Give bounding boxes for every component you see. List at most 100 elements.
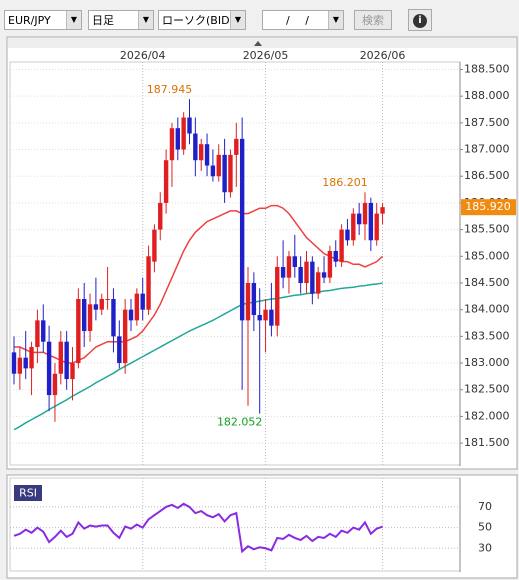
search: 検索 bbox=[362, 14, 384, 27]
candle-body bbox=[152, 229, 157, 262]
candle-body bbox=[52, 373, 58, 396]
y-tick-label: 183.000 bbox=[464, 356, 510, 369]
candle-body bbox=[128, 309, 134, 321]
y-tick-label: 182.000 bbox=[464, 409, 510, 422]
pair-select[interactable]: EUR/JPY ▼ bbox=[4, 10, 82, 30]
kind: ローソク(BID) bbox=[162, 14, 234, 27]
y-tick-label: 187.500 bbox=[464, 116, 510, 129]
candle-body bbox=[368, 202, 374, 241]
candle-body bbox=[374, 213, 379, 241]
candle-body bbox=[11, 352, 17, 374]
candle-body bbox=[321, 272, 327, 278]
period: 日足 bbox=[92, 14, 114, 27]
candle-body bbox=[204, 144, 210, 166]
candle-body bbox=[187, 117, 192, 134]
search-button[interactable]: 検索 bbox=[354, 10, 392, 30]
moving-average bbox=[14, 204, 384, 364]
y-tick-label: 186.000 bbox=[464, 196, 510, 209]
rsi-panel bbox=[6, 474, 518, 579]
candle-body bbox=[245, 282, 251, 321]
x-tick-label: 2026/04 bbox=[120, 49, 166, 62]
candle-body bbox=[181, 117, 186, 150]
date-input[interactable]: / / ▼ bbox=[262, 10, 344, 30]
y-tick-label: 184.500 bbox=[464, 276, 510, 289]
candle-body bbox=[251, 282, 257, 316]
candle-body bbox=[275, 266, 280, 326]
candle-body bbox=[257, 315, 262, 321]
candle-body bbox=[175, 128, 180, 150]
candle-body bbox=[216, 154, 221, 177]
plot-area bbox=[9, 61, 461, 466]
rsi-title: RSI bbox=[19, 487, 37, 500]
candle-body bbox=[35, 320, 40, 348]
last-price-box bbox=[461, 199, 516, 216]
candle-body bbox=[298, 266, 303, 283]
candle-body bbox=[99, 298, 104, 310]
candle-body bbox=[76, 298, 81, 364]
candle-body bbox=[292, 256, 297, 267]
candle-body bbox=[310, 261, 315, 294]
candle-body bbox=[199, 144, 204, 161]
candle-body bbox=[228, 154, 233, 193]
kind-select[interactable]: ローソク(BID) ▼ bbox=[158, 10, 246, 30]
candle-body bbox=[163, 160, 169, 203]
y-tick-label: 70 bbox=[478, 500, 492, 513]
candle-body bbox=[234, 138, 239, 155]
candle-body bbox=[158, 202, 163, 230]
collapse-arrow bbox=[254, 41, 262, 46]
y-tick-label: 185.500 bbox=[464, 223, 510, 236]
candle-body bbox=[140, 293, 145, 310]
last-price-label: 185.920 bbox=[465, 200, 511, 213]
candle-body bbox=[263, 309, 268, 321]
candle-body bbox=[105, 298, 110, 300]
candle-body bbox=[345, 229, 350, 241]
candle-body bbox=[339, 229, 344, 262]
candle-body bbox=[316, 272, 321, 294]
candle-body bbox=[280, 266, 286, 278]
candle-body bbox=[333, 250, 338, 262]
candle-body bbox=[82, 298, 87, 332]
candle-body bbox=[239, 138, 245, 321]
rsi-plot bbox=[9, 477, 461, 572]
candle-body bbox=[210, 165, 216, 177]
top-strip bbox=[8, 38, 516, 48]
candle-body bbox=[122, 309, 128, 364]
x-tick-label: 2026/05 bbox=[243, 49, 289, 62]
candle-body bbox=[380, 207, 385, 214]
y-tick-label: 187.000 bbox=[464, 143, 510, 156]
price-annotation: 186.201 bbox=[322, 176, 368, 189]
candle-body bbox=[17, 357, 23, 374]
y-tick-label: 185.000 bbox=[464, 249, 510, 262]
price-annotation: 187.945 bbox=[147, 83, 193, 96]
candle-body bbox=[87, 304, 93, 332]
y-tick-label: 188.500 bbox=[464, 62, 510, 75]
pair: EUR/JPY bbox=[8, 14, 51, 27]
candle-body bbox=[327, 250, 333, 278]
candle-body bbox=[70, 363, 75, 380]
candle-body bbox=[351, 213, 356, 241]
y-tick-label: 181.500 bbox=[464, 436, 510, 449]
candle-body bbox=[46, 341, 52, 396]
y-tick-label: 188.000 bbox=[464, 89, 510, 102]
period-select[interactable]: 日足 ▼ bbox=[88, 10, 154, 30]
candle-body bbox=[117, 336, 122, 364]
candle-body bbox=[362, 202, 368, 225]
y-tick-label: 186.500 bbox=[464, 169, 510, 182]
y-tick-label: 183.500 bbox=[464, 329, 510, 342]
candle-body bbox=[41, 320, 46, 342]
rsi-line bbox=[13, 502, 383, 554]
candle-body bbox=[286, 256, 292, 278]
y-tick-label: 182.500 bbox=[464, 383, 510, 396]
candle-body bbox=[269, 309, 274, 326]
rsi-tag bbox=[14, 485, 42, 501]
x-tick-label: 2026/06 bbox=[360, 49, 406, 62]
info-button[interactable]: i bbox=[408, 9, 432, 31]
price-annotation: 182.052 bbox=[217, 416, 263, 429]
moving-average bbox=[13, 282, 383, 431]
candle-body bbox=[64, 341, 69, 380]
candle-body bbox=[304, 261, 309, 283]
candle-body bbox=[169, 128, 175, 161]
y-tick-label: 184.000 bbox=[464, 303, 510, 316]
candle-body bbox=[146, 256, 151, 310]
